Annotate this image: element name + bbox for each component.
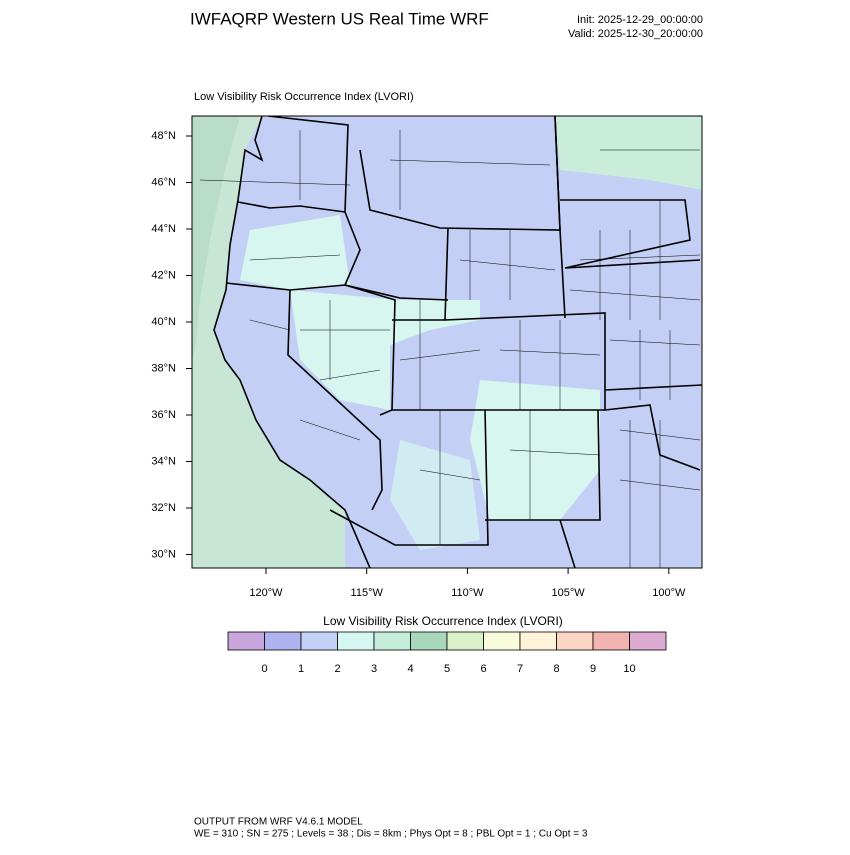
colorbar-box <box>264 631 302 651</box>
lon-label: 110°W <box>451 587 484 599</box>
colorbar-label: 9 <box>590 663 596 675</box>
colorbar-box <box>300 631 338 651</box>
colorbar-box <box>373 631 411 651</box>
footer-line: OUTPUT FROM WRF V4.6.1 MODEL <box>194 817 363 828</box>
colorbar-box <box>337 631 375 651</box>
lat-label: 40°N <box>151 316 176 328</box>
colorbar-label: 10 <box>623 663 635 675</box>
lat-axis: 48°N 46°N 44°N 42°N 40°N 38°N 36°N 34°N 32°N 30°N <box>151 130 192 560</box>
lat-label: 38°N <box>151 362 176 374</box>
colorbar-box <box>519 631 557 651</box>
lat-label: 36°N <box>151 409 176 421</box>
colorbar-label: 8 <box>553 663 559 675</box>
colorbar-label: 5 <box>444 663 450 675</box>
colorbar-label: 6 <box>480 663 486 675</box>
map <box>192 116 702 568</box>
lat-label: 42°N <box>151 269 176 281</box>
lat-label: 34°N <box>151 455 176 467</box>
county-lines <box>199 130 701 568</box>
colorbar-label: 7 <box>517 663 523 675</box>
colorbar: 0 1 2 3 4 5 6 7 8 9 10 <box>227 631 667 675</box>
footer-line: WE = 310 ; SN = 275 ; Levels = 38 ; Dis … <box>194 829 588 840</box>
colorbar-label: 0 <box>261 663 267 675</box>
lon-axis: 120°W 115°W 110°W 105°W 100°W <box>249 568 686 599</box>
lon-label: 105°W <box>552 587 586 599</box>
colorbar-box <box>629 631 667 651</box>
colorbar-box <box>592 631 630 651</box>
colorbar-box <box>446 631 484 651</box>
lat-label: 48°N <box>151 130 176 142</box>
lon-label: 115°W <box>351 587 384 599</box>
lat-label: 44°N <box>151 223 176 235</box>
lon-label: 120°W <box>249 587 283 599</box>
lon-label: 100°W <box>652 587 686 599</box>
colorbar-title: Low Visibility Risk Occurrence Index (LV… <box>323 614 563 628</box>
colorbar-label: 1 <box>298 663 304 675</box>
lat-label: 32°N <box>151 502 176 514</box>
map-subtitle: Low Visibility Risk Occurrence Index (LV… <box>194 91 414 103</box>
title: IWFAQRP Western US Real Time WRF <box>190 9 489 28</box>
colorbar-label: 2 <box>334 663 340 675</box>
colorbar-label: 4 <box>407 663 413 675</box>
valid-time: Valid: 2025-12-30_20:00:00 <box>568 28 703 40</box>
lat-label: 30°N <box>151 548 176 560</box>
colorbar-box <box>410 631 448 651</box>
colorbar-label: 3 <box>371 663 377 675</box>
map-frame <box>191 115 703 569</box>
colorbar-box <box>556 631 594 651</box>
init-time: Init: 2025-12-29_00:00:00 <box>577 14 703 26</box>
colorbar-box <box>483 631 521 651</box>
colorbar-box <box>227 631 265 651</box>
lat-label: 46°N <box>151 176 176 188</box>
